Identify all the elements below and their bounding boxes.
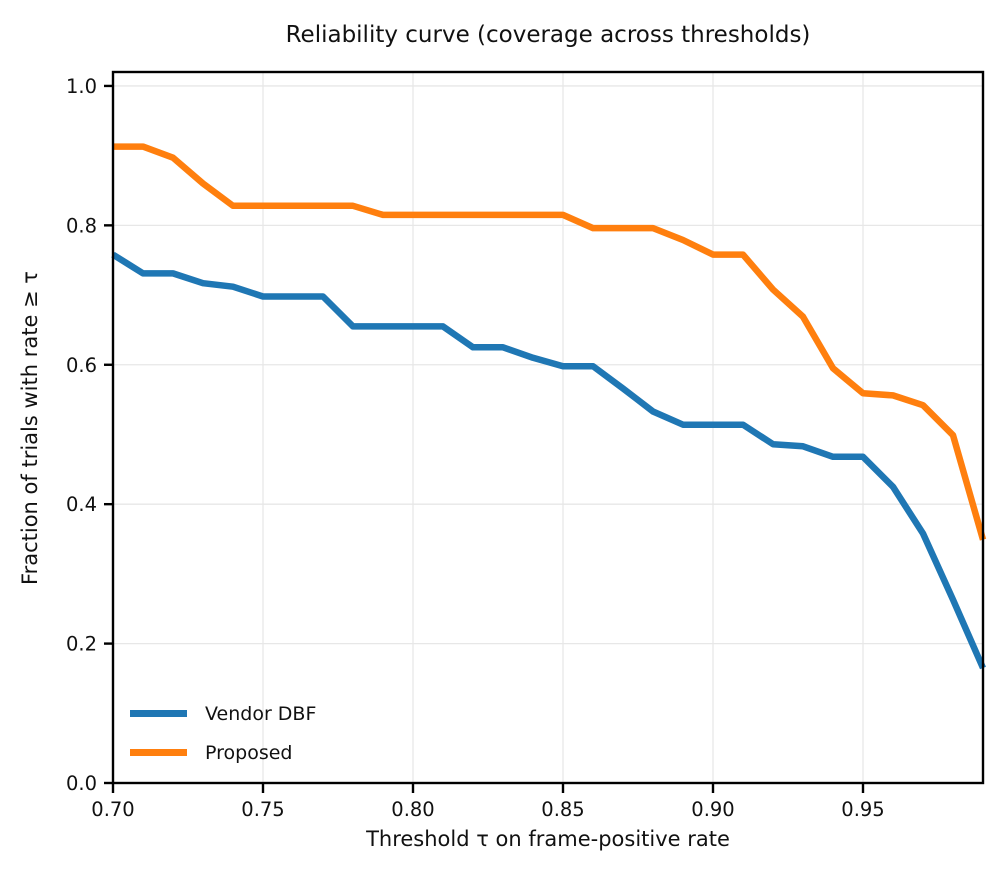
- legend-label: Proposed: [205, 741, 293, 764]
- legend-item: Proposed: [130, 733, 316, 772]
- y-tick-label: 0.6: [66, 354, 97, 377]
- x-tick-label: 0.95: [841, 798, 884, 821]
- x-tick-label: 0.80: [391, 798, 434, 821]
- y-tick-label: 0.0: [66, 772, 97, 795]
- series-line-vendor-dbf: [111, 251, 986, 670]
- y-axis-label: Fraction of trials with rate ≥ τ: [18, 271, 42, 585]
- y-tick-label: 1.0: [66, 75, 97, 98]
- legend-item: Vendor DBF: [130, 694, 316, 733]
- series-line-proposed: [113, 143, 987, 541]
- legend-swatch-proposed: [130, 749, 187, 756]
- legend-swatch-vendor-dbf: [130, 710, 187, 717]
- x-tick-label: 0.75: [241, 798, 284, 821]
- legend: Vendor DBF Proposed: [130, 694, 316, 772]
- x-tick-label: 0.90: [691, 798, 734, 821]
- x-tick-label: 0.70: [91, 798, 134, 821]
- y-tick-label: 0.2: [66, 633, 97, 656]
- chart-title: Reliability curve (coverage across thres…: [285, 22, 811, 48]
- plot-border: [111, 70, 985, 785]
- x-axis-label: Threshold τ on frame-positive rate: [366, 827, 730, 851]
- y-tick-label: 0.4: [66, 493, 97, 516]
- legend-label: Vendor DBF: [205, 702, 317, 725]
- x-tick-label: 0.85: [541, 798, 584, 821]
- y-tick-label: 0.8: [66, 214, 97, 237]
